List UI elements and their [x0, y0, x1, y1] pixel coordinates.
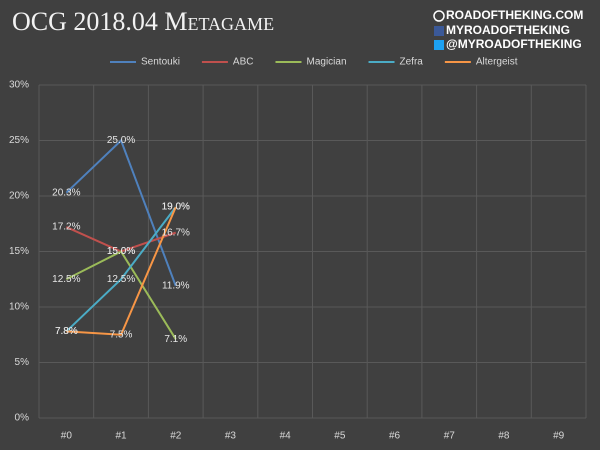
data-label: 15.0%: [107, 246, 135, 257]
data-label: 11.9%: [162, 281, 190, 292]
legend-label: Altergeist: [476, 57, 518, 68]
legend-label: ABC: [233, 57, 254, 68]
y-tick-label: 0%: [15, 413, 30, 424]
x-tick-label: #0: [61, 431, 73, 442]
data-label: 17.2%: [52, 222, 80, 233]
y-tick-label: 10%: [9, 302, 29, 313]
data-label: 25.0%: [107, 135, 135, 146]
series-line: [65, 250, 177, 340]
series-line: [65, 138, 177, 287]
y-tick-label: 30%: [9, 80, 29, 91]
data-label: 20.3%: [52, 187, 80, 198]
data-label: 19.0%: [162, 202, 190, 213]
x-tick-label: #4: [280, 431, 292, 442]
x-tick-label: #3: [225, 431, 237, 442]
legend-label: Zefra: [400, 57, 424, 68]
data-label: 12.5%: [52, 274, 80, 285]
x-tick-label: #5: [334, 431, 346, 442]
legend-label: Magician: [306, 57, 346, 68]
x-tick-label: #7: [444, 431, 456, 442]
x-tick-label: #1: [115, 431, 127, 442]
series-line: [66, 206, 177, 336]
data-label: 16.7%: [162, 227, 190, 238]
y-tick-label: 25%: [9, 135, 29, 146]
twitter-icon: [434, 40, 444, 50]
watermark: ROADOFTHEKING.COM: [446, 8, 583, 22]
y-tick-label: 15%: [9, 246, 29, 257]
watermark: MYROADOFTHEKING: [446, 23, 570, 37]
y-tick-label: 20%: [9, 191, 29, 202]
data-label: 15.0%: [107, 246, 135, 257]
data-label: 19.0%: [162, 202, 190, 213]
series-line: [65, 206, 177, 333]
x-tick-label: #2: [170, 431, 182, 442]
data-label: 12.5%: [107, 274, 135, 285]
legend-label: Sentouki: [141, 57, 180, 68]
data-label: 7.8%: [55, 326, 78, 337]
facebook-icon: [434, 26, 444, 36]
y-tick-label: 5%: [15, 357, 30, 368]
chart-title: OCG 2018.04 Metagame: [12, 7, 274, 36]
x-tick-label: #8: [498, 431, 510, 442]
watermark: @MYROADOFTHEKING: [446, 37, 582, 51]
logo-icon: [433, 10, 445, 22]
data-label: 7.1%: [164, 334, 187, 345]
data-label: 7.5%: [110, 329, 133, 340]
data-label: 7.8%: [55, 326, 78, 337]
x-tick-label: #6: [389, 431, 401, 442]
x-tick-label: #9: [553, 431, 565, 442]
